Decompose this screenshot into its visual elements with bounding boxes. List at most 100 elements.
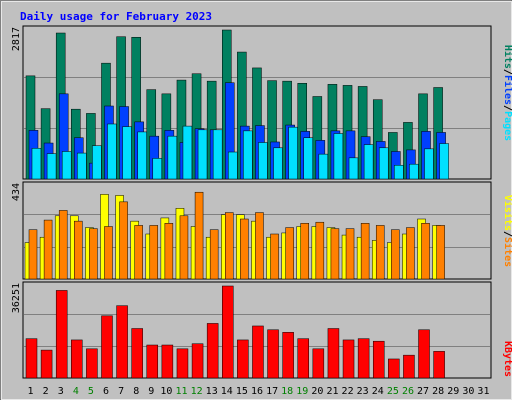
bar-kbytes-day-26 <box>403 354 415 379</box>
bar-sites-day-13 <box>209 229 219 280</box>
bar-sites-day-27 <box>421 223 430 280</box>
x-tick-label-day-26: 26 <box>402 386 414 397</box>
bar-sites-day-11 <box>179 215 189 280</box>
bar-pages-day-22 <box>348 157 359 180</box>
bar-pages-day-21 <box>333 133 344 180</box>
bar-kbytes-day-21 <box>327 328 340 379</box>
bar-kbytes-day-20 <box>312 348 325 379</box>
x-tick-label-day-4: 4 <box>73 386 79 397</box>
x-tick-label-day-15: 15 <box>236 386 248 397</box>
bar-kbytes-day-19 <box>297 338 309 379</box>
bar-pages-day-2 <box>46 153 57 180</box>
bar-sites-day-8 <box>134 225 143 280</box>
bar-pages-day-1 <box>31 148 42 180</box>
side-legend-mid-part: Visits <box>502 195 512 231</box>
bar-kbytes-day-1 <box>25 338 38 379</box>
ymax-label-visits-sites: 434 <box>11 183 22 201</box>
bar-pages-day-4 <box>77 152 87 180</box>
bar-kbytes-day-24 <box>372 340 385 379</box>
bar-sites-day-14 <box>225 212 234 280</box>
side-legend-mid: Visits/Sites <box>502 195 512 267</box>
bar-kbytes-day-23 <box>357 338 370 379</box>
bar-sites-day-3 <box>58 210 68 280</box>
bar-kbytes-day-9 <box>146 344 159 379</box>
side-legend-top-part: / <box>502 105 512 111</box>
side-legend-bottom-part: KBytes <box>502 341 512 377</box>
side-legend-top-part: Hits <box>502 45 512 69</box>
x-tick-label-day-25: 25 <box>387 386 399 397</box>
bar-kbytes-day-4 <box>71 339 83 379</box>
side-legend-top-part: Pages <box>502 111 512 141</box>
x-tick-label-day-7: 7 <box>118 386 124 397</box>
bar-sites-day-15 <box>240 218 249 280</box>
bar-kbytes-day-17 <box>267 329 279 379</box>
bar-kbytes-day-18 <box>282 332 294 379</box>
bar-pages-day-18 <box>288 126 298 180</box>
side-legend-top-part: Files <box>502 75 512 105</box>
bar-sites-day-1 <box>28 229 38 280</box>
bar-pages-day-8 <box>137 131 147 180</box>
bar-pages-day-20 <box>318 153 329 180</box>
bar-kbytes-day-27 <box>418 329 430 379</box>
bar-kbytes-day-15 <box>237 339 249 379</box>
bar-pages-day-6 <box>107 123 117 180</box>
x-tick-label-day-24: 24 <box>372 386 384 397</box>
x-tick-label-day-13: 13 <box>206 386 218 397</box>
bar-sites-day-21 <box>330 228 340 280</box>
bar-pages-day-26 <box>409 163 419 180</box>
x-tick-label-day-17: 17 <box>266 386 278 397</box>
x-tick-label-day-19: 19 <box>296 386 308 397</box>
bar-kbytes-day-8 <box>131 328 143 379</box>
bar-sites-day-2 <box>43 219 53 280</box>
bar-sites-day-26 <box>406 227 415 280</box>
side-legend-mid-part: / <box>502 231 512 237</box>
x-tick-label-day-31: 31 <box>477 386 489 397</box>
side-legend-mid-part: Sites <box>502 237 512 267</box>
bar-sites-day-6 <box>104 226 113 280</box>
bar-sites-day-23 <box>360 223 370 280</box>
x-tick-label-day-28: 28 <box>432 386 444 397</box>
bar-pages-day-19 <box>303 137 313 180</box>
bar-pages-day-25 <box>394 164 404 180</box>
chart-title: Daily usage for February 2023 <box>20 10 212 23</box>
bar-pages-day-27 <box>424 148 434 180</box>
bar-sites-day-20 <box>315 221 325 280</box>
side-legend-top: Hits/Files/Pages <box>502 45 512 141</box>
bar-sites-day-19 <box>300 223 309 280</box>
x-tick-label-day-14: 14 <box>221 386 233 397</box>
bar-pages-day-13 <box>212 129 223 180</box>
bar-kbytes-day-13 <box>206 323 219 379</box>
bar-pages-day-10 <box>167 135 178 180</box>
bar-pages-day-23 <box>363 144 374 180</box>
bar-pages-day-17 <box>273 147 283 180</box>
x-tick-label-day-2: 2 <box>43 386 49 397</box>
x-tick-label-day-5: 5 <box>88 386 94 397</box>
ymax-label-kbytes: 36251 <box>11 283 22 313</box>
bar-sites-day-4 <box>74 220 83 280</box>
x-tick-label-day-23: 23 <box>357 386 369 397</box>
side-legend-top-part: / <box>502 69 512 75</box>
bar-kbytes-day-6 <box>101 315 113 379</box>
bar-pages-day-16 <box>258 142 268 180</box>
bar-sites-day-17 <box>270 233 279 280</box>
bar-pages-day-11 <box>182 125 193 180</box>
bar-kbytes-day-12 <box>191 343 204 379</box>
bar-kbytes-day-22 <box>342 339 355 379</box>
x-tick-label-day-8: 8 <box>133 386 139 397</box>
bar-sites-day-9 <box>149 225 159 280</box>
bar-sites-day-28 <box>436 225 445 280</box>
bar-sites-day-24 <box>375 225 385 280</box>
x-tick-label-day-30: 30 <box>462 386 474 397</box>
x-tick-label-day-9: 9 <box>148 386 154 397</box>
bar-kbytes-day-25 <box>388 358 400 379</box>
x-tick-label-day-11: 11 <box>175 386 187 397</box>
bar-sites-day-10 <box>164 223 174 280</box>
x-tick-label-day-18: 18 <box>281 386 293 397</box>
bar-kbytes-day-7 <box>116 305 128 379</box>
x-tick-label-day-27: 27 <box>417 386 429 397</box>
bar-pages-day-5 <box>92 145 102 180</box>
x-tick-label-day-10: 10 <box>160 386 172 397</box>
bar-pages-day-7 <box>122 126 132 180</box>
